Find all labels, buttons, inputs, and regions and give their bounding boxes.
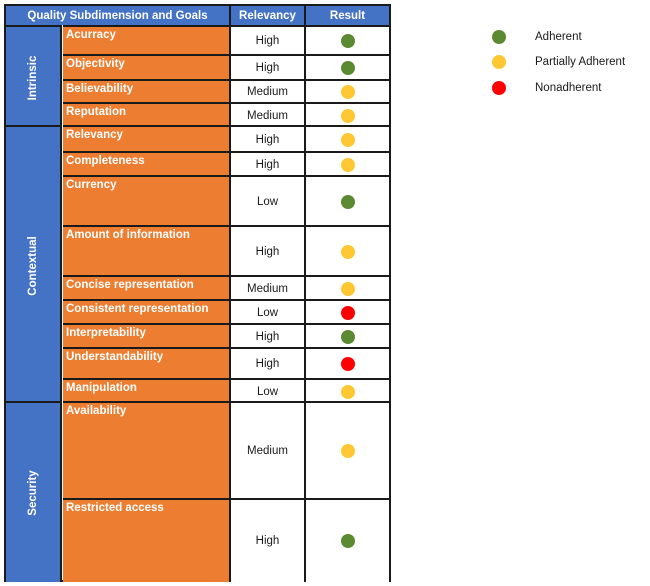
relevancy-cell: Medium <box>229 102 304 128</box>
result-cell <box>304 79 389 103</box>
result-cell <box>304 378 389 404</box>
relevancy-cell: Low <box>229 299 304 324</box>
partially-adherent-legend-icon <box>492 55 506 69</box>
adherent-status-icon <box>340 534 355 548</box>
partially-adherent-status-icon <box>340 244 355 259</box>
result-cell <box>304 102 389 128</box>
subdimension-cell: Interpretability <box>63 323 229 348</box>
subdimension-cell: Believability <box>63 79 229 103</box>
relevancy-cell: High <box>229 25 304 55</box>
legend-label: Nonadherent <box>535 82 602 94</box>
relevancy-cell: Low <box>229 175 304 226</box>
subdimension-cell: Consistent representation <box>63 299 229 324</box>
result-cell <box>304 25 389 55</box>
partially-adherent-status-icon <box>340 444 355 458</box>
subdimension-cell: Objectivity <box>63 54 229 80</box>
subdimension-cell: Currency <box>63 175 229 226</box>
partially-adherent-status-icon <box>340 157 355 172</box>
relevancy-cell: High <box>229 498 304 582</box>
relevancy-cell: Medium <box>229 79 304 103</box>
result-cell <box>304 323 389 348</box>
nonadherent-status-icon <box>340 357 355 371</box>
result-cell <box>304 151 389 176</box>
relevancy-cell: High <box>229 323 304 348</box>
partially-adherent-status-icon <box>340 85 355 99</box>
partially-adherent-status-icon <box>340 109 355 123</box>
result-cell <box>304 225 389 276</box>
adherent-status-icon <box>340 329 355 344</box>
partially-adherent-status-icon <box>340 132 355 147</box>
subdimension-cell: Restricted access <box>63 498 229 582</box>
adherent-legend-icon <box>492 30 506 44</box>
category-label: Intrinsic <box>27 55 39 100</box>
legend-item-nonadherent: Nonadherent <box>492 81 602 95</box>
result-cell <box>304 401 389 499</box>
relevancy-cell: High <box>229 151 304 176</box>
result-cell <box>304 347 389 379</box>
subdimension-cell: Amount of information <box>63 225 229 276</box>
subdimension-cell: Reputation <box>63 102 229 128</box>
header-subdimension: Quality Subdimension and Goals <box>6 6 229 25</box>
subdimension-cell: Relevancy <box>63 125 229 152</box>
result-cell <box>304 54 389 80</box>
subdimension-cell: Acurracy <box>63 25 229 55</box>
category-label: Contextual <box>27 235 39 296</box>
legend-label: Partially Adherent <box>535 56 626 68</box>
adherent-status-icon <box>340 194 355 209</box>
relevancy-cell: High <box>229 225 304 276</box>
relevancy-cell: High <box>229 54 304 80</box>
header-result: Result <box>304 6 389 25</box>
nonadherent-legend-icon <box>492 81 506 95</box>
category-security: Security <box>6 401 62 582</box>
subdimension-cell: Manipulation <box>63 378 229 404</box>
subdimension-cell: Concise representation <box>63 275 229 300</box>
subdimension-cell: Completeness <box>63 151 229 176</box>
category-label: Security <box>27 469 39 516</box>
result-cell <box>304 125 389 152</box>
subdimension-cell: Availability <box>63 401 229 499</box>
subdimension-cell: Understandability <box>63 347 229 379</box>
quality-table: Quality Subdimension and Goals Relevancy… <box>4 4 391 582</box>
relevancy-cell: High <box>229 125 304 152</box>
adherent-status-icon <box>340 34 355 48</box>
relevancy-cell: High <box>229 347 304 379</box>
result-cell <box>304 275 389 300</box>
header-relevancy: Relevancy <box>229 6 304 25</box>
relevancy-cell: Low <box>229 378 304 404</box>
result-cell <box>304 498 389 582</box>
category-contextual: Contextual <box>6 125 62 404</box>
category-intrinsic: Intrinsic <box>6 25 62 128</box>
adherent-status-icon <box>340 61 355 75</box>
result-cell <box>304 175 389 226</box>
nonadherent-status-icon <box>340 305 355 320</box>
partially-adherent-status-icon <box>340 281 355 296</box>
legend-label: Adherent <box>535 31 582 43</box>
relevancy-cell: Medium <box>229 401 304 499</box>
legend-item-partially-adherent: Partially Adherent <box>492 55 625 69</box>
partially-adherent-status-icon <box>340 385 355 399</box>
legend-item-adherent: Adherent <box>492 30 582 44</box>
relevancy-cell: Medium <box>229 275 304 300</box>
result-cell <box>304 299 389 324</box>
